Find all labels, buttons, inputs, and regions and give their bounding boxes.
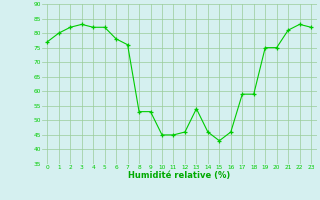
X-axis label: Humidité relative (%): Humidité relative (%) — [128, 171, 230, 180]
